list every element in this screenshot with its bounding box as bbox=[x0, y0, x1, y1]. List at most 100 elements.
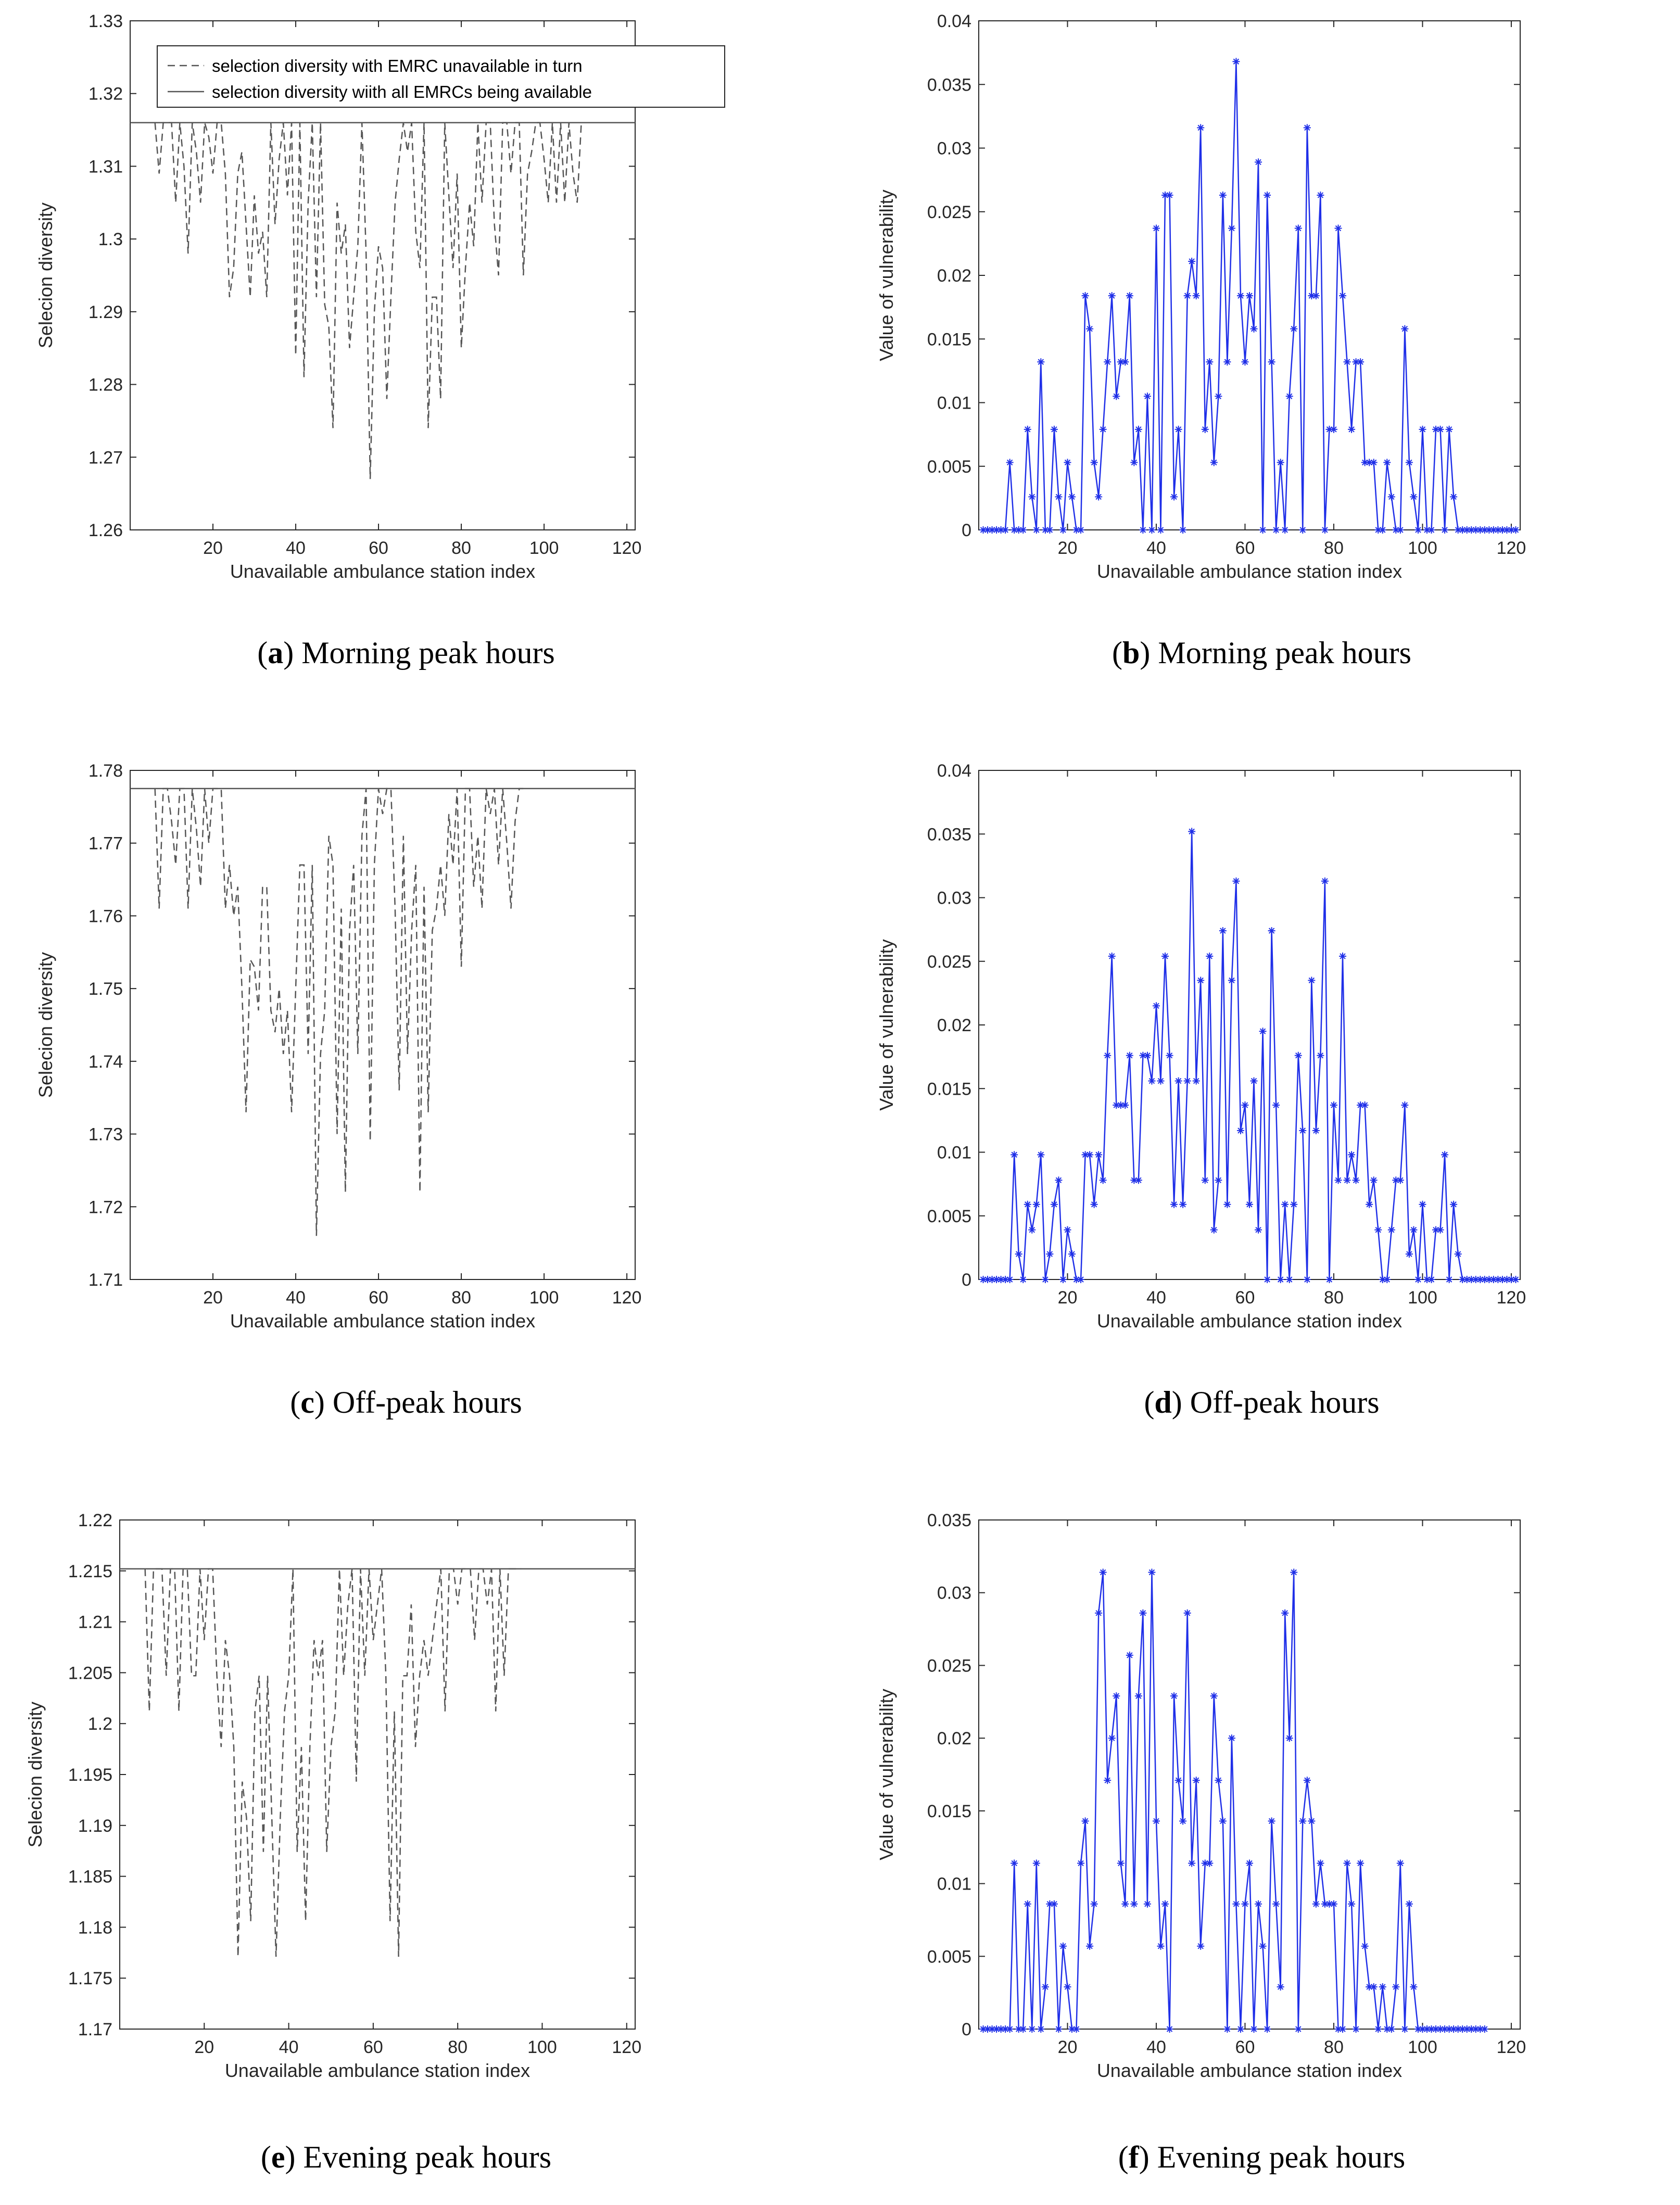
vulnerability-point bbox=[1450, 493, 1458, 501]
vulnerability-point bbox=[1046, 526, 1054, 534]
y-tick-label: 0.005 bbox=[927, 1947, 971, 1967]
vulnerability-point bbox=[1370, 1176, 1378, 1184]
x-tick-label: 80 bbox=[1324, 1288, 1344, 1308]
vulnerability-point bbox=[1006, 459, 1014, 466]
vulnerability-point bbox=[1130, 1176, 1138, 1184]
vulnerability-point bbox=[1157, 1942, 1165, 1950]
vulnerability-point bbox=[1002, 1276, 1009, 1283]
vulnerability-point bbox=[1246, 1200, 1253, 1208]
vulnerability-point bbox=[1428, 526, 1435, 534]
y-tick-label: 0.005 bbox=[927, 457, 971, 477]
vulnerability-point bbox=[1330, 425, 1337, 433]
vulnerability-point bbox=[1294, 1051, 1302, 1059]
vulnerability-point bbox=[1361, 459, 1369, 466]
vulnerability-point bbox=[1445, 425, 1453, 433]
vulnerability-point bbox=[1223, 358, 1231, 366]
y-tick-label: 0.035 bbox=[927, 825, 971, 844]
plot-area-c bbox=[130, 770, 636, 1280]
vulnerability-point bbox=[1210, 459, 1218, 466]
vulnerability-point bbox=[1055, 2025, 1063, 2033]
y-tick-label: 0.015 bbox=[927, 330, 971, 349]
vulnerability-point bbox=[1206, 358, 1214, 366]
vulnerability-point bbox=[1441, 1151, 1449, 1159]
vulnerability-point bbox=[1290, 1568, 1298, 1576]
vulnerability-point bbox=[1166, 2025, 1173, 2033]
vulnerability-point bbox=[1161, 952, 1169, 960]
y-tick-label: 1.31 bbox=[89, 157, 123, 176]
vulnerability-point bbox=[1352, 1176, 1360, 1184]
y-axis-label: Value of vulnerability bbox=[876, 1689, 897, 1860]
vulnerability-point bbox=[1099, 425, 1107, 433]
vulnerability-point bbox=[1361, 1101, 1369, 1109]
vulnerability-point bbox=[1463, 2025, 1471, 2033]
vulnerability-point bbox=[1126, 292, 1133, 300]
y-tick-label: 0.02 bbox=[937, 1729, 971, 1748]
vulnerability-point bbox=[1494, 526, 1502, 534]
vulnerability-point bbox=[1113, 392, 1120, 400]
vulnerability-point bbox=[1117, 358, 1125, 366]
vulnerability-point bbox=[1015, 1250, 1022, 1258]
vulnerability-point bbox=[1161, 1900, 1169, 1908]
y-tick-label: 1.26 bbox=[89, 521, 123, 540]
chart-panel-f: 20 40 60 80 100 120 0 0.005 0.01 0.015 0.02 0.025 0.… bbox=[843, 1499, 1680, 2103]
vulnerability-point bbox=[1241, 1900, 1249, 1908]
caption-e: (e) Evening peak hours bbox=[260, 2140, 552, 2174]
chart-panel-e: 20 40 60 80 100 120 1.17 1.175 1.18 1.185 1.19 1.19… bbox=[0, 1499, 812, 2103]
vulnerability-point bbox=[1090, 1900, 1098, 1908]
diversity-series-line bbox=[144, 1568, 521, 1957]
y-tick-label: 1.18 bbox=[78, 1918, 112, 1937]
y-tick-label: 0.01 bbox=[937, 1874, 971, 1894]
vulnerability-point bbox=[1059, 526, 1067, 534]
vulnerability-point bbox=[1010, 1859, 1018, 1867]
x-tick-label: 40 bbox=[1146, 538, 1166, 558]
vulnerability-point bbox=[1281, 1609, 1289, 1617]
vulnerability-point bbox=[1472, 2025, 1480, 2033]
vulnerability-point bbox=[1130, 459, 1138, 466]
vulnerability-point bbox=[1268, 1817, 1275, 1825]
vulnerability-point bbox=[1330, 1101, 1337, 1109]
x-tick-label: 100 bbox=[527, 2037, 557, 2057]
vulnerability-point bbox=[1255, 1226, 1262, 1234]
vulnerability-point bbox=[1339, 952, 1347, 960]
y-tick-label: 0.035 bbox=[927, 75, 971, 95]
vulnerability-point bbox=[1339, 292, 1347, 300]
vulnerability-point bbox=[1157, 526, 1165, 534]
vulnerability-point bbox=[1041, 1276, 1049, 1283]
chart-d: 20 40 60 80 100 120 0 0.005 0.01 0.015 0.02 0.025 0.… bbox=[876, 761, 1526, 1332]
vulnerability-point bbox=[1232, 877, 1240, 885]
y-tick-label: 1.29 bbox=[89, 302, 123, 322]
vulnerability-point bbox=[1410, 1226, 1418, 1234]
x-tick-label: 40 bbox=[286, 1288, 306, 1308]
vulnerability-point bbox=[1405, 1250, 1413, 1258]
vulnerability-point bbox=[1228, 977, 1235, 984]
vulnerability-point bbox=[1308, 977, 1316, 984]
x-tick-label: 80 bbox=[448, 2037, 468, 2057]
vulnerability-point bbox=[1095, 1151, 1103, 1159]
y-tick-label: 0.025 bbox=[927, 1656, 971, 1676]
vulnerability-point bbox=[1436, 425, 1444, 433]
vulnerability-point bbox=[1126, 1651, 1133, 1659]
y-tick-label: 0.02 bbox=[937, 1016, 971, 1035]
vulnerability-point bbox=[1059, 1942, 1067, 1950]
x-axis-label: Unavailable ambulance station index bbox=[1097, 561, 1402, 582]
x-tick-label: 40 bbox=[1146, 1288, 1166, 1308]
vulnerability-point bbox=[1512, 526, 1520, 534]
x-tick-label: 60 bbox=[369, 1288, 388, 1308]
vulnerability-point bbox=[1170, 493, 1178, 501]
chart-e: 20 40 60 80 100 120 1.17 1.175 1.18 1.185 1.19 1.19… bbox=[24, 1511, 641, 2081]
vulnerability-point bbox=[1507, 526, 1515, 534]
y-tick-label: 1.3 bbox=[98, 230, 123, 249]
vulnerability-point bbox=[1197, 124, 1205, 132]
vulnerability-point bbox=[1046, 1250, 1054, 1258]
legend: selection diversity with EMRC unavailabl… bbox=[157, 45, 725, 108]
vulnerability-point bbox=[1179, 526, 1187, 534]
vulnerability-point bbox=[1064, 459, 1071, 466]
vulnerability-point bbox=[1374, 1226, 1382, 1234]
vulnerability-point bbox=[1157, 1077, 1165, 1085]
x-tick-label: 100 bbox=[1408, 538, 1437, 558]
vulnerability-point bbox=[1090, 459, 1098, 466]
vulnerability-point bbox=[1010, 1151, 1018, 1159]
x-tick-label: 120 bbox=[1497, 538, 1526, 558]
y-tick-label: 1.78 bbox=[89, 761, 123, 781]
vulnerability-point bbox=[1077, 526, 1085, 534]
